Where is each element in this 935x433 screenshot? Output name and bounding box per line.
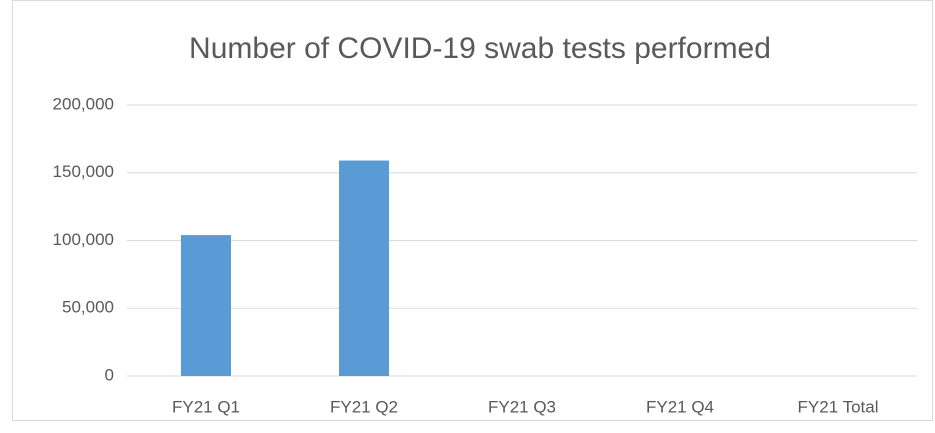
y-tick-label: 0	[105, 365, 114, 384]
x-tick-label: FY21 Q1	[172, 397, 240, 416]
y-tick-label: 150,000	[53, 162, 114, 181]
y-tick-label: 100,000	[53, 230, 114, 249]
chart-title: Number of COVID-19 swab tests performed	[189, 32, 771, 65]
x-tick-label: FY21 Q4	[646, 397, 714, 416]
x-tick-label: FY21 Q2	[330, 397, 398, 416]
chart-frame	[12, 0, 933, 421]
x-tick-label: FY21 Q3	[488, 397, 556, 416]
bar	[339, 160, 389, 376]
bar	[181, 235, 231, 376]
y-tick-label: 200,000	[53, 94, 114, 113]
x-tick-label: FY21 Total	[798, 397, 879, 416]
y-tick-label: 50,000	[62, 298, 114, 317]
